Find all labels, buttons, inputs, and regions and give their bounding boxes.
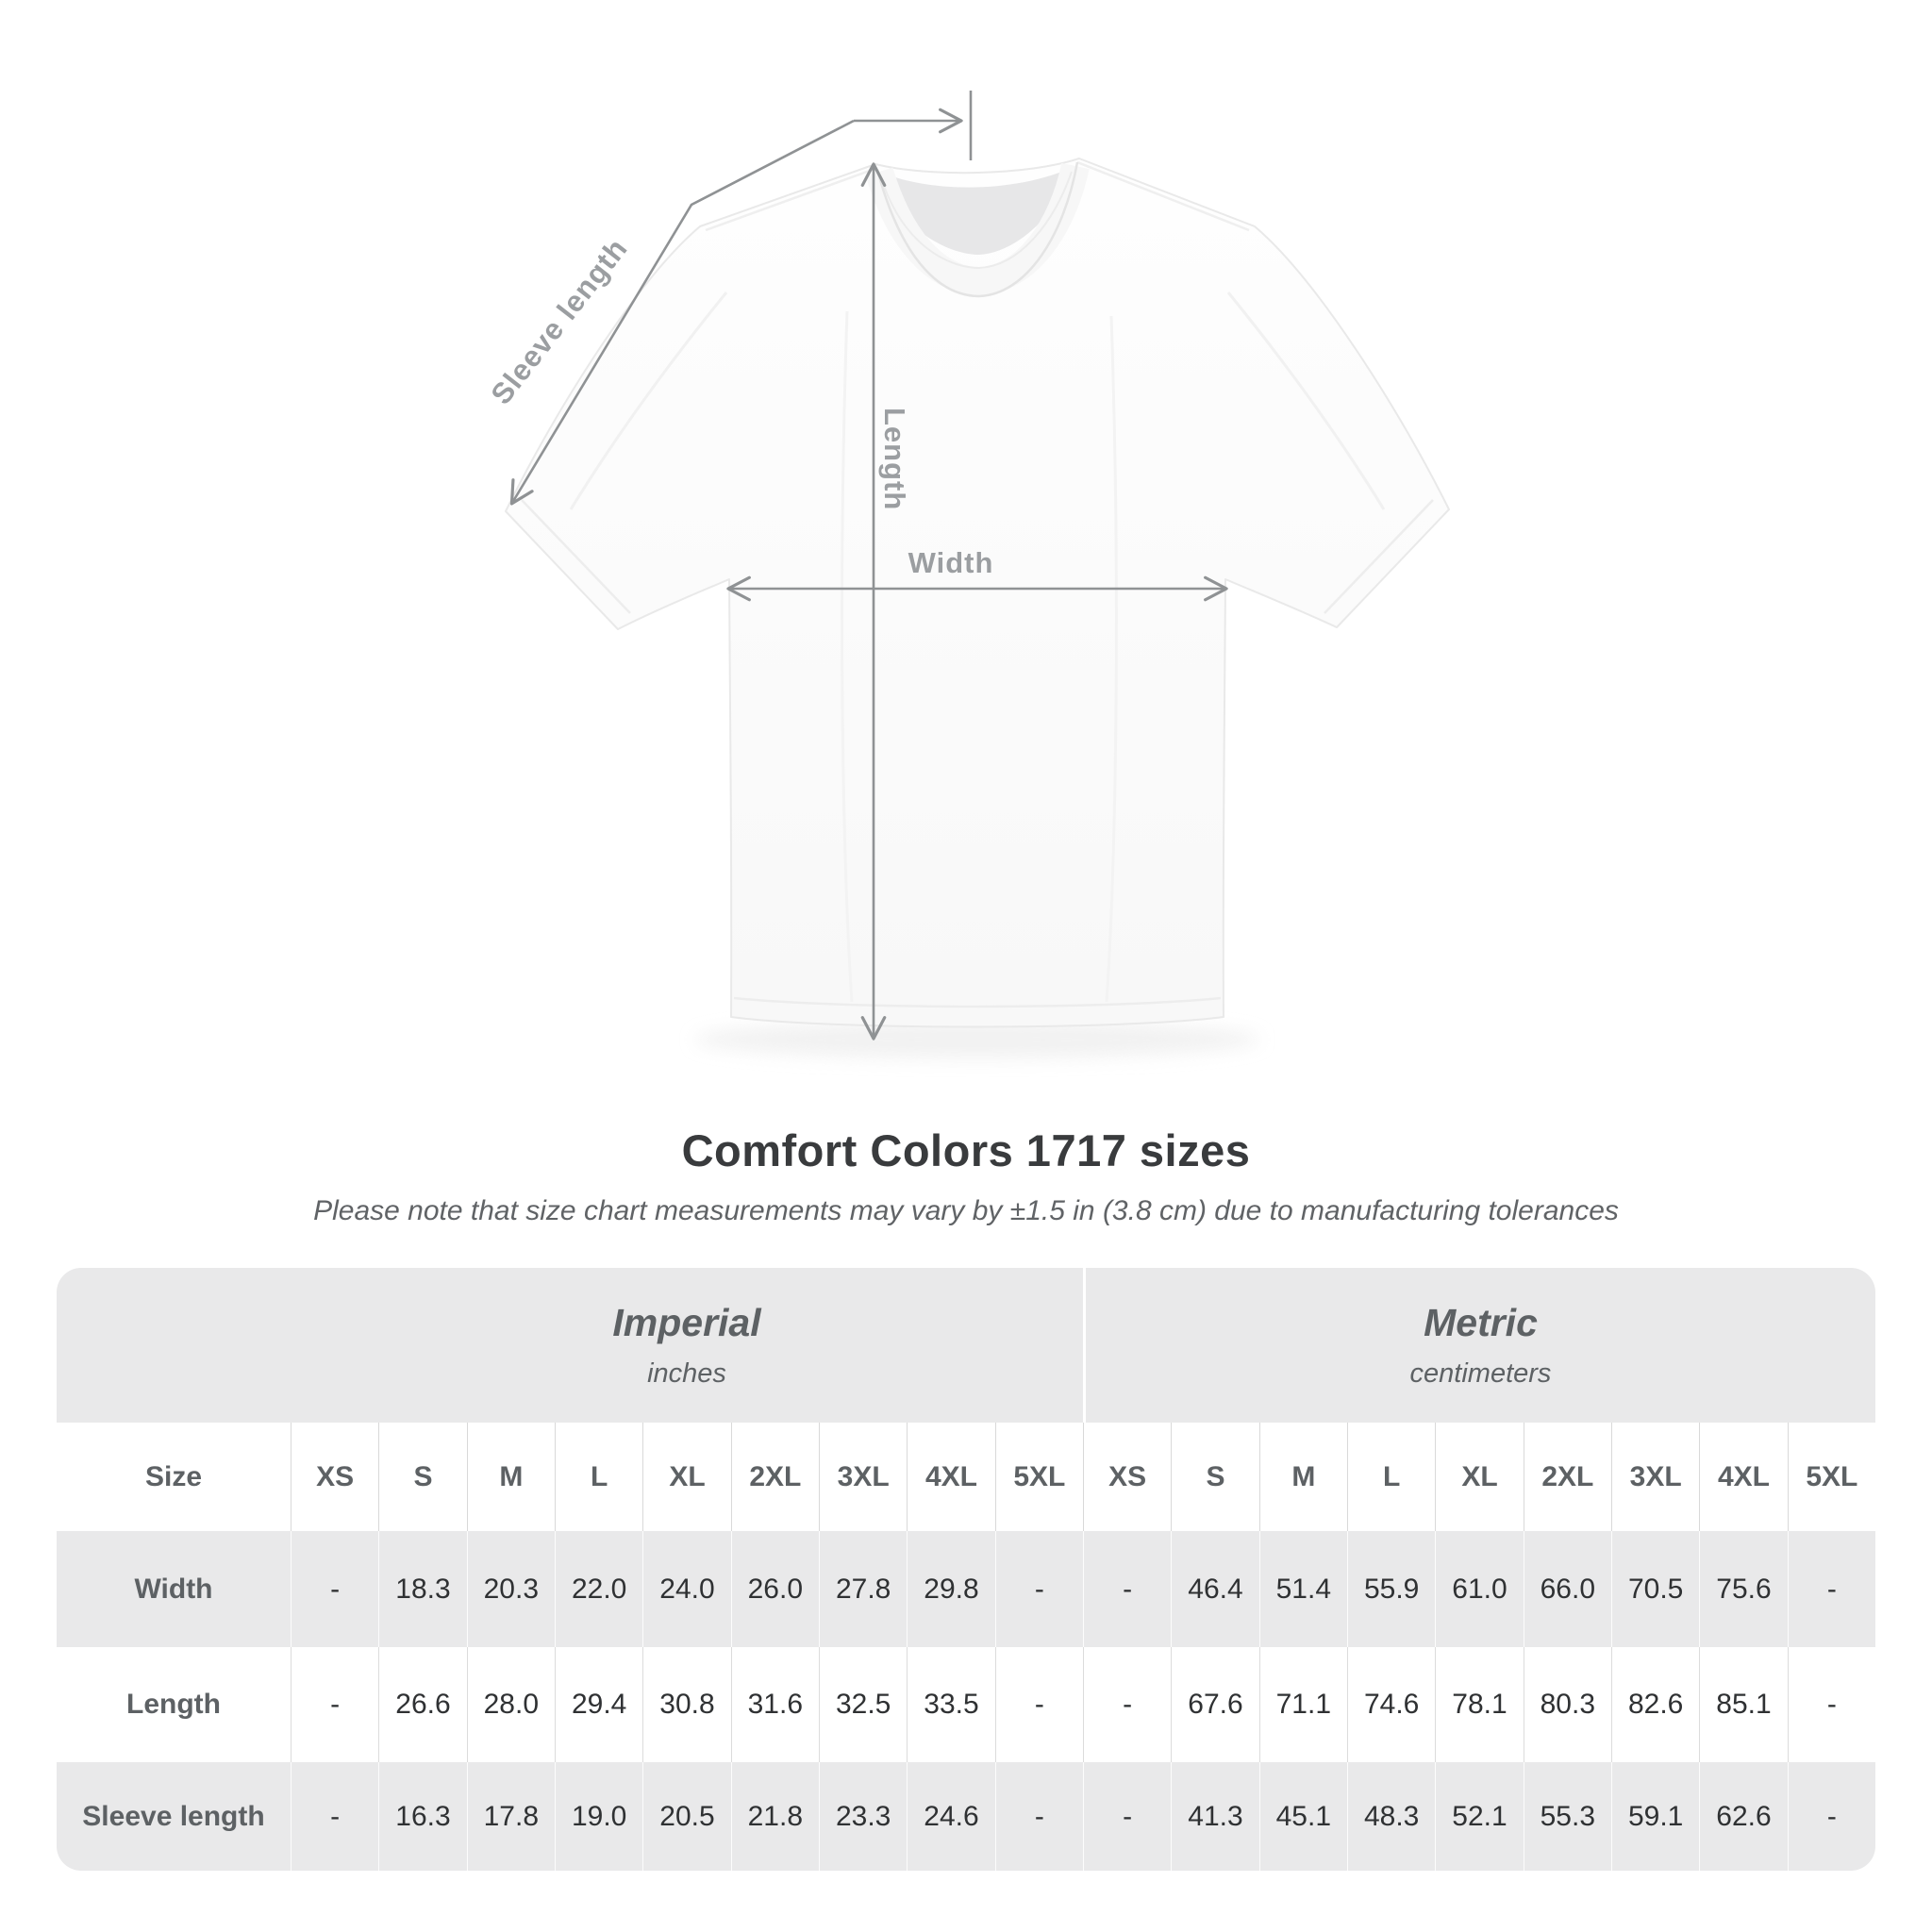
imperial-section-header: Imperial inches	[291, 1268, 1083, 1423]
band-corner-spacer	[57, 1268, 291, 1423]
table-cell: 23.3	[819, 1762, 908, 1871]
table-cell: 78.1	[1435, 1647, 1524, 1762]
size-column-header: M	[466, 1423, 555, 1531]
width-label: Width	[908, 546, 994, 579]
table-cell: 55.3	[1523, 1762, 1611, 1871]
table-cell: 24.6	[907, 1762, 995, 1871]
table-cell: 52.1	[1435, 1762, 1524, 1871]
table-cell: 62.6	[1699, 1762, 1788, 1871]
table-cell: 70.5	[1611, 1531, 1700, 1647]
length-label: Length	[878, 408, 911, 510]
metric-unit: centimeters	[1409, 1358, 1552, 1389]
table-cell: -	[1787, 1647, 1875, 1762]
table-cell: 74.6	[1347, 1647, 1436, 1762]
tshirt-shadow	[694, 1021, 1260, 1058]
table-cell: 26.6	[378, 1647, 467, 1762]
table-cell: -	[1083, 1762, 1172, 1871]
size-column-header: M	[1258, 1423, 1347, 1531]
table-cell: -	[1083, 1531, 1172, 1647]
table-cell: 32.5	[819, 1647, 908, 1762]
table-cell: 31.6	[730, 1647, 819, 1762]
size-column-header: XS	[291, 1423, 379, 1531]
table-cell: 29.8	[907, 1531, 995, 1647]
metric-section-header: Metric centimeters	[1083, 1268, 1875, 1423]
table-cell: 16.3	[378, 1762, 467, 1871]
table-cell: 33.5	[907, 1647, 995, 1762]
table-cell: 21.8	[730, 1762, 819, 1871]
size-corner-label: Size	[57, 1423, 291, 1531]
table-cell: 41.3	[1171, 1762, 1259, 1871]
table-cell: 59.1	[1611, 1762, 1700, 1871]
table-cell: -	[994, 1531, 1083, 1647]
row-label: Length	[57, 1647, 291, 1762]
table-cell: 24.0	[642, 1531, 731, 1647]
metric-title: Metric	[1424, 1301, 1538, 1344]
table-cell: 66.0	[1523, 1531, 1611, 1647]
size-column-header: XS	[1083, 1423, 1172, 1531]
size-column-header: 5XL	[1787, 1423, 1875, 1531]
size-column-header: 4XL	[907, 1423, 995, 1531]
size-column-header: S	[378, 1423, 467, 1531]
row-label: Width	[57, 1531, 291, 1647]
sleeve-length-line	[509, 119, 855, 506]
size-column-header: L	[555, 1423, 643, 1531]
table-cell: 75.6	[1699, 1531, 1788, 1647]
imperial-unit: inches	[647, 1358, 726, 1389]
table-cell: 80.3	[1523, 1647, 1611, 1762]
imperial-title: Imperial	[612, 1301, 761, 1344]
table-cell: -	[1787, 1762, 1875, 1871]
table-cell: 82.6	[1611, 1647, 1700, 1762]
size-column-header: L	[1347, 1423, 1436, 1531]
table-cell: -	[291, 1762, 379, 1871]
size-column-header: 5XL	[994, 1423, 1083, 1531]
table-cell: 55.9	[1347, 1531, 1436, 1647]
table-cell: 61.0	[1435, 1531, 1524, 1647]
table-cell: 18.3	[378, 1531, 467, 1647]
table-cell: 45.1	[1258, 1762, 1347, 1871]
table-cell: 30.8	[642, 1647, 731, 1762]
page-subtitle: Please note that size chart measurements…	[313, 1195, 1619, 1226]
table-cell: 48.3	[1347, 1762, 1436, 1871]
size-column-header: 3XL	[1611, 1423, 1700, 1531]
size-column-header: S	[1171, 1423, 1259, 1531]
size-column-header: 2XL	[730, 1423, 819, 1531]
table-cell: -	[994, 1762, 1083, 1871]
table-cell: 28.0	[466, 1647, 555, 1762]
table-cell: -	[291, 1531, 379, 1647]
table-cell: 85.1	[1699, 1647, 1788, 1762]
measurement-lines	[509, 91, 1228, 1041]
table-cell: 20.5	[642, 1762, 731, 1871]
size-column-header: XL	[1435, 1423, 1524, 1531]
table-cell: 51.4	[1258, 1531, 1347, 1647]
table-cell: 19.0	[555, 1762, 643, 1871]
table-cell: -	[994, 1647, 1083, 1762]
row-label: Sleeve length	[57, 1762, 291, 1871]
table-cell: 67.6	[1171, 1647, 1259, 1762]
table-cell: 27.8	[819, 1531, 908, 1647]
table-cell: -	[291, 1647, 379, 1762]
table-cell: 17.8	[466, 1762, 555, 1871]
size-column-header: 2XL	[1523, 1423, 1611, 1531]
table-cell: 20.3	[466, 1531, 555, 1647]
table-cell: 22.0	[555, 1531, 643, 1647]
size-column-header: 4XL	[1699, 1423, 1788, 1531]
heading-block: Comfort Colors 1717 sizes Please note th…	[0, 1124, 1932, 1227]
table-cell: 46.4	[1171, 1531, 1259, 1647]
size-column-header: XL	[642, 1423, 731, 1531]
size-column-header: 3XL	[819, 1423, 908, 1531]
tshirt-diagram: Sleeve length Length Width	[484, 91, 1450, 1058]
table-cell: 29.4	[555, 1647, 643, 1762]
table-cell: 26.0	[730, 1531, 819, 1647]
table-cell: -	[1787, 1531, 1875, 1647]
table-cell: 71.1	[1258, 1647, 1347, 1762]
tshirt-graphic	[505, 158, 1450, 1028]
size-table: Imperial inches Metric centimeters Size X…	[57, 1268, 1875, 1871]
table-cell: -	[1083, 1647, 1172, 1762]
page-title: Comfort Colors 1717 sizes	[681, 1125, 1251, 1175]
